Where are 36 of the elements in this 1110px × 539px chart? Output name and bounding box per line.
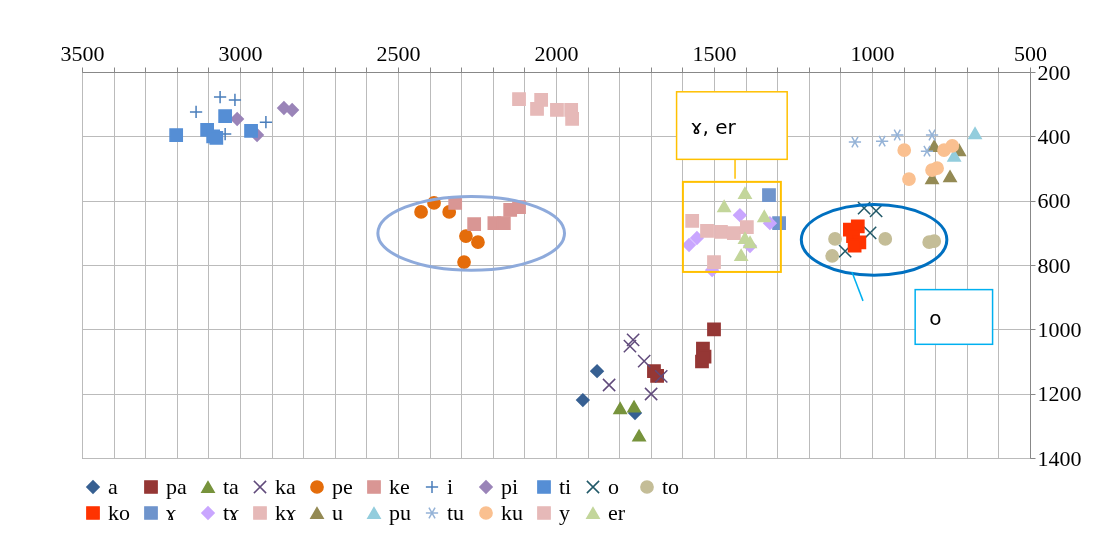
legend-label: ko [108,500,130,525]
legend-label: pu [389,500,411,525]
legend-label: i [447,474,454,499]
y-tick-label: 1200 [1037,381,1082,407]
y-tick-label: 400 [1037,123,1071,149]
y-tick-label: 1400 [1037,445,1082,471]
legend-label: er [608,500,626,525]
x-tick-label: 3000 [218,40,263,66]
legend-label: a [108,474,118,499]
annotation: o [929,305,942,330]
legend-label: pe [332,474,353,499]
legend-label: kɤ [275,500,296,525]
x-tick-label: 2000 [534,40,579,66]
y-tick-label: 800 [1037,252,1071,278]
legend-label: ku [501,500,523,525]
y-tick-label: 1000 [1037,316,1082,342]
legend-label: pa [166,474,187,499]
legend-label: ti [559,474,572,499]
legend-label: u [332,500,343,525]
legend-label: y [559,500,570,525]
legend-label: pi [501,474,519,499]
y-tick-label: 600 [1037,188,1071,214]
x-tick-label: 1500 [692,40,737,66]
x-tick-label: 500 [1014,40,1047,66]
legend-label: ka [275,474,296,499]
legend-label: tu [447,500,465,525]
legend-label: ɤ [166,500,176,525]
legend-label: to [662,474,680,499]
legend-label: ta [223,474,240,499]
legend-label: ke [389,474,410,499]
legend-label: o [608,474,619,499]
x-tick-label: 1000 [850,40,895,66]
x-tick-label: 2500 [376,40,421,66]
legend-label: tɤ [223,500,240,525]
x-tick-label: 3500 [60,40,105,66]
annotation: ɤ, er [690,114,737,139]
